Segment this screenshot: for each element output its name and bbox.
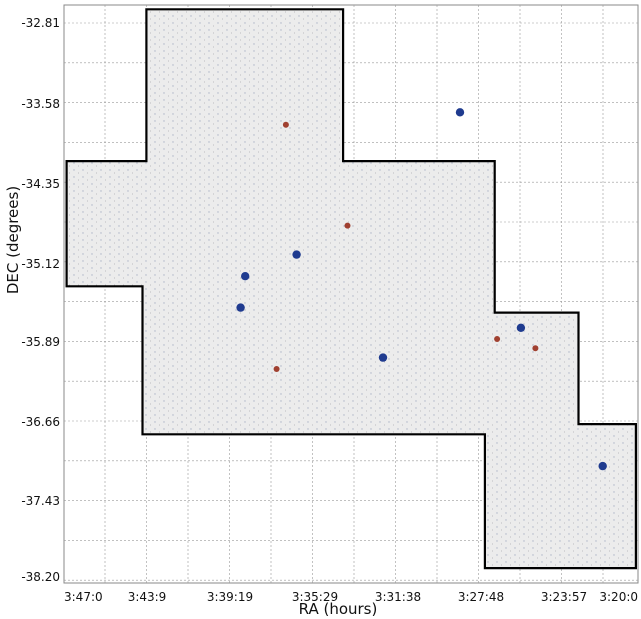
x-tick-label: 3:31:38 <box>375 590 421 604</box>
x-tick-label: 3:27:48 <box>458 590 504 604</box>
x-tick-label: 3:23:57 <box>541 590 587 604</box>
bright-source <box>273 366 280 372</box>
bright-source <box>292 250 301 259</box>
tick-labels: 3:47:0 3:43:9 3:39:19 3:35:29 3:31:38 3:27:48… <box>21 16 638 604</box>
sources-layer <box>236 108 607 471</box>
bright-source <box>241 272 250 281</box>
x-tick-label: 3:35:29 <box>292 590 338 604</box>
bright-source <box>378 353 388 362</box>
x-tick-label: 3:39:19 <box>207 590 253 604</box>
y-tick-label: -37.43 <box>21 494 60 508</box>
bright-source <box>344 222 351 229</box>
y-tick-label: -35.12 <box>21 257 60 271</box>
survey-footprint <box>65 8 638 570</box>
y-tick-label: -36.66 <box>21 415 60 429</box>
y-tick-label: -35.89 <box>21 335 60 349</box>
bright-source <box>532 345 539 352</box>
x-tick-label: 3:20:0 <box>599 590 638 604</box>
y-axis-title: DEC (degrees) <box>4 186 22 294</box>
x-axis-title: RA (hours) <box>299 600 378 618</box>
bright-source <box>494 336 501 342</box>
y-tick-label: -33.58 <box>21 97 60 111</box>
x-tick-label: 3:47:0 <box>64 590 103 604</box>
bright-source <box>455 108 465 117</box>
y-tick-label: -38.20 <box>21 570 60 584</box>
bright-source <box>282 121 289 128</box>
x-tick-label: 3:43:9 <box>128 590 167 604</box>
bright-source <box>236 303 245 312</box>
y-tick-label: -34.35 <box>21 177 60 191</box>
survey-field-image <box>66 9 636 569</box>
y-tick-label: -32.81 <box>21 16 60 30</box>
survey-outline <box>65 8 638 570</box>
bright-source <box>598 461 607 471</box>
bright-source <box>516 323 526 332</box>
